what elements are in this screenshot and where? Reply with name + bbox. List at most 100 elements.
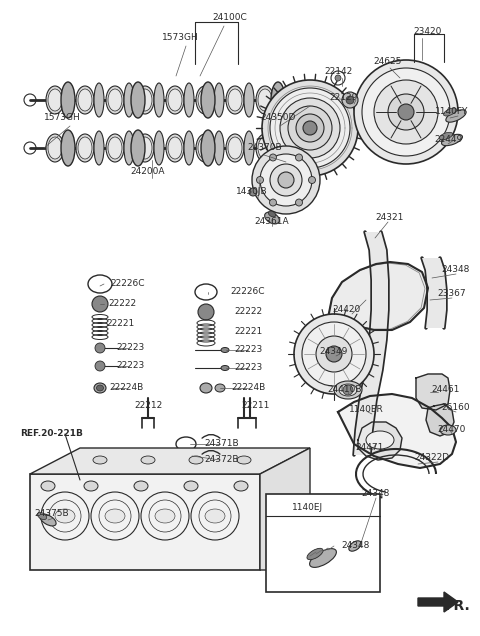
- Polygon shape: [370, 250, 388, 280]
- Text: 24348: 24348: [342, 541, 370, 551]
- Polygon shape: [356, 400, 376, 430]
- Ellipse shape: [48, 137, 62, 159]
- Text: 24349: 24349: [320, 347, 348, 357]
- Ellipse shape: [105, 509, 125, 523]
- Ellipse shape: [310, 549, 336, 567]
- Text: 1140EJ: 1140EJ: [292, 504, 324, 513]
- Ellipse shape: [221, 366, 229, 371]
- Ellipse shape: [215, 384, 225, 392]
- Ellipse shape: [200, 383, 212, 393]
- Ellipse shape: [124, 83, 134, 117]
- Ellipse shape: [446, 110, 466, 122]
- Text: 22221: 22221: [234, 328, 262, 336]
- Text: 22449: 22449: [434, 135, 462, 144]
- Circle shape: [270, 88, 350, 168]
- Text: 24471: 24471: [356, 443, 384, 452]
- Ellipse shape: [184, 131, 194, 165]
- Text: REF.20-221B: REF.20-221B: [21, 429, 84, 438]
- Circle shape: [198, 304, 214, 320]
- Text: 22226C: 22226C: [231, 287, 265, 296]
- Ellipse shape: [274, 131, 284, 165]
- Ellipse shape: [108, 137, 122, 159]
- Text: 24461: 24461: [432, 385, 460, 394]
- Text: 24420: 24420: [332, 305, 360, 314]
- Ellipse shape: [196, 86, 214, 114]
- Text: 22223: 22223: [234, 345, 262, 354]
- Ellipse shape: [136, 134, 154, 162]
- Ellipse shape: [271, 82, 285, 118]
- Ellipse shape: [168, 137, 182, 159]
- Ellipse shape: [228, 137, 242, 159]
- Text: 22222: 22222: [108, 300, 136, 308]
- Ellipse shape: [339, 384, 357, 396]
- Ellipse shape: [258, 137, 272, 159]
- Circle shape: [262, 80, 358, 176]
- Polygon shape: [354, 430, 372, 455]
- Polygon shape: [422, 258, 444, 270]
- Text: 24348: 24348: [442, 265, 470, 275]
- Ellipse shape: [198, 89, 212, 111]
- Ellipse shape: [201, 82, 215, 118]
- Ellipse shape: [271, 130, 285, 166]
- Ellipse shape: [307, 548, 323, 560]
- Polygon shape: [372, 280, 388, 310]
- Text: 24200A: 24200A: [131, 167, 165, 177]
- Ellipse shape: [40, 514, 56, 526]
- Ellipse shape: [78, 137, 92, 159]
- Ellipse shape: [196, 134, 214, 162]
- Circle shape: [92, 296, 108, 312]
- Ellipse shape: [41, 481, 55, 491]
- Polygon shape: [370, 310, 388, 340]
- Ellipse shape: [256, 86, 274, 114]
- Circle shape: [269, 154, 276, 161]
- Ellipse shape: [166, 134, 184, 162]
- Text: 24321: 24321: [376, 214, 404, 223]
- Ellipse shape: [64, 131, 74, 165]
- Circle shape: [270, 164, 302, 196]
- Text: 1140FY: 1140FY: [435, 107, 468, 116]
- Ellipse shape: [268, 211, 276, 217]
- Ellipse shape: [352, 541, 364, 551]
- Text: 22211: 22211: [242, 401, 270, 410]
- Ellipse shape: [106, 86, 124, 114]
- Ellipse shape: [201, 130, 215, 166]
- Ellipse shape: [76, 134, 94, 162]
- Polygon shape: [426, 270, 446, 290]
- Ellipse shape: [138, 137, 152, 159]
- Ellipse shape: [366, 431, 394, 449]
- Ellipse shape: [93, 456, 107, 464]
- Ellipse shape: [334, 381, 362, 399]
- Ellipse shape: [349, 541, 361, 551]
- Ellipse shape: [141, 456, 155, 464]
- Polygon shape: [328, 262, 428, 330]
- Polygon shape: [366, 340, 386, 370]
- Ellipse shape: [96, 385, 104, 391]
- Ellipse shape: [221, 347, 229, 352]
- Ellipse shape: [184, 83, 194, 117]
- Bar: [30, 474, 260, 570]
- Polygon shape: [426, 404, 454, 436]
- Ellipse shape: [244, 131, 254, 165]
- Ellipse shape: [274, 83, 284, 117]
- Text: 22224B: 22224B: [109, 384, 143, 392]
- Circle shape: [303, 121, 317, 135]
- Text: 26160: 26160: [442, 403, 470, 413]
- Ellipse shape: [440, 425, 456, 435]
- Polygon shape: [360, 370, 382, 400]
- Ellipse shape: [155, 509, 175, 523]
- Ellipse shape: [226, 86, 244, 114]
- Circle shape: [278, 172, 294, 188]
- Circle shape: [296, 154, 302, 161]
- Circle shape: [343, 385, 353, 395]
- Polygon shape: [260, 448, 310, 570]
- Bar: [266, 494, 380, 592]
- Text: 1573GH: 1573GH: [44, 113, 80, 123]
- Ellipse shape: [154, 83, 164, 117]
- Ellipse shape: [64, 83, 74, 117]
- Circle shape: [326, 346, 342, 362]
- Text: 24348: 24348: [362, 490, 390, 499]
- Circle shape: [362, 68, 450, 156]
- Ellipse shape: [226, 134, 244, 162]
- Circle shape: [354, 60, 458, 164]
- Ellipse shape: [444, 108, 456, 116]
